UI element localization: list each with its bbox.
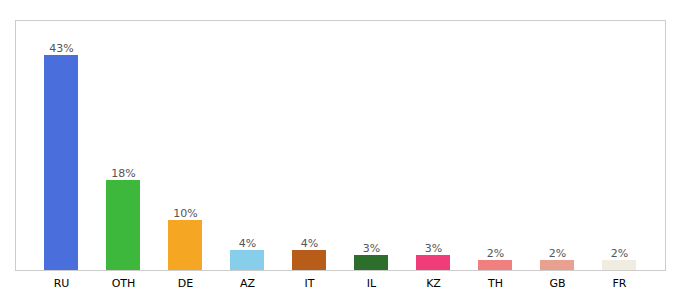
svg-text:18%: 18% <box>111 167 135 180</box>
svg-text:IL: IL <box>367 277 377 290</box>
svg-text:3%: 3% <box>363 242 380 255</box>
svg-text:TH: TH <box>487 277 503 290</box>
svg-text:3%: 3% <box>425 242 442 255</box>
svg-text:10%: 10% <box>173 207 197 220</box>
svg-text:DE: DE <box>178 277 193 290</box>
svg-text:FR: FR <box>613 277 627 290</box>
svg-text:AZ: AZ <box>240 277 256 290</box>
svg-text:RU: RU <box>54 277 70 290</box>
svg-text:2%: 2% <box>611 247 628 260</box>
svg-text:2%: 2% <box>487 247 504 260</box>
svg-text:4%: 4% <box>239 237 256 250</box>
svg-text:GB: GB <box>549 277 565 290</box>
svg-text:KZ: KZ <box>426 277 441 290</box>
svg-text:2%: 2% <box>549 247 566 260</box>
svg-text:IT: IT <box>305 277 315 290</box>
svg-text:43%: 43% <box>49 42 73 55</box>
svg-text:4%: 4% <box>301 237 318 250</box>
svg-text:OTH: OTH <box>112 277 136 290</box>
